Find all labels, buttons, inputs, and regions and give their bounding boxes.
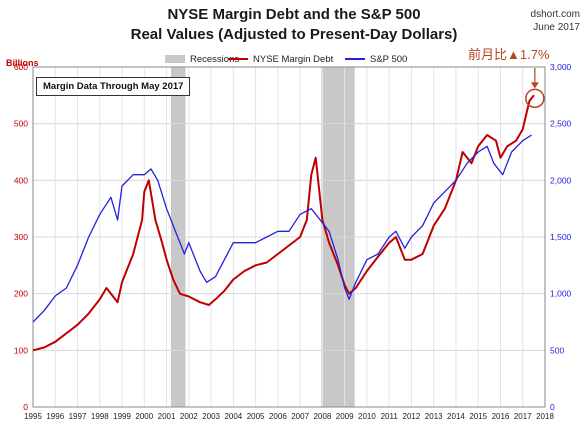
left-tick-label: 0: [23, 402, 28, 412]
x-axis: 1995 1996 1997 1998 1999 2000 2001 2002 2003 2004…: [24, 412, 554, 421]
x-tick-label: 2008: [313, 412, 331, 421]
right-tick-label: 0: [550, 402, 555, 412]
x-tick-label: 1998: [91, 412, 109, 421]
x-tick-label: 2004: [224, 412, 242, 421]
right-tick-label: 1,000: [550, 289, 572, 299]
series-lines: [32, 94, 535, 352]
left-tick-label: 100: [14, 345, 28, 355]
legend: Recessions NYSE Margin Debt S&P 500: [165, 54, 407, 65]
x-tick-label: 2016: [492, 412, 510, 421]
x-tick-label: 2002: [180, 412, 198, 421]
left-tick-label: 300: [14, 232, 28, 242]
x-tick-label: 2001: [158, 412, 176, 421]
left-axis-label: Billions: [6, 58, 39, 68]
plot-frame: [32, 66, 546, 408]
right-axis: 0 500 1,000 1,500 2,000 2,500 3,000: [550, 62, 572, 412]
source-label: dshort.com: [530, 9, 580, 20]
left-tick-label: 200: [14, 289, 28, 299]
right-tick-label: 500: [550, 345, 564, 355]
x-tick-label: 2011: [381, 412, 399, 421]
x-tick-label: 1996: [46, 412, 64, 421]
left-tick-label: 600: [14, 62, 28, 72]
annotation: [525, 68, 545, 109]
x-tick-label: 2018: [536, 412, 554, 421]
annotation-circle: [525, 88, 545, 109]
x-tick-label: 2000: [135, 412, 153, 421]
series-line-nyse-margin-debt: [32, 94, 535, 352]
x-tick-label: 2013: [425, 412, 443, 421]
left-tick-label: 500: [14, 119, 28, 129]
legend-swatch: [165, 55, 185, 63]
right-tick-label: 3,000: [550, 62, 572, 72]
legend-label: S&P 500: [370, 54, 407, 65]
annotation-text: 前月比▲1.7%: [468, 47, 550, 62]
left-tick-label: 400: [14, 175, 28, 185]
x-tick-label: 2006: [269, 412, 287, 421]
x-tick-label: 2009: [336, 412, 354, 421]
x-tick-label: 2014: [447, 412, 465, 421]
x-tick-label: 2005: [247, 412, 265, 421]
chart-title: NYSE Margin Debt and the S&P 500: [167, 6, 421, 23]
x-tick-label: 2003: [202, 412, 220, 421]
x-tick-label: 2015: [469, 412, 487, 421]
x-tick-label: 1997: [69, 412, 87, 421]
x-tick-label: 2017: [514, 412, 532, 421]
x-tick-label: 2007: [291, 412, 309, 421]
legend-label: Recessions: [190, 54, 239, 65]
x-tick-label: 1995: [24, 412, 42, 421]
right-tick-label: 2,500: [550, 119, 572, 129]
x-tick-label: 1999: [113, 412, 131, 421]
chart-subtitle: Real Values (Adjusted to Present-Day Dol…: [130, 26, 458, 43]
gridlines: [32, 66, 546, 408]
x-tick-label: 2010: [358, 412, 376, 421]
date-label: June 2017: [533, 22, 580, 33]
x-tick-label: 2012: [403, 412, 421, 421]
right-tick-label: 1,500: [550, 232, 572, 242]
inset-label: Margin Data Through May 2017: [36, 77, 191, 96]
left-axis: 0 100 200 300 400 500 600: [14, 62, 28, 412]
right-tick-label: 2,000: [550, 175, 572, 185]
legend-label: NYSE Margin Debt: [253, 54, 334, 65]
annotation-arrowhead: [530, 82, 539, 89]
series-line-s-p-500: [32, 134, 532, 323]
